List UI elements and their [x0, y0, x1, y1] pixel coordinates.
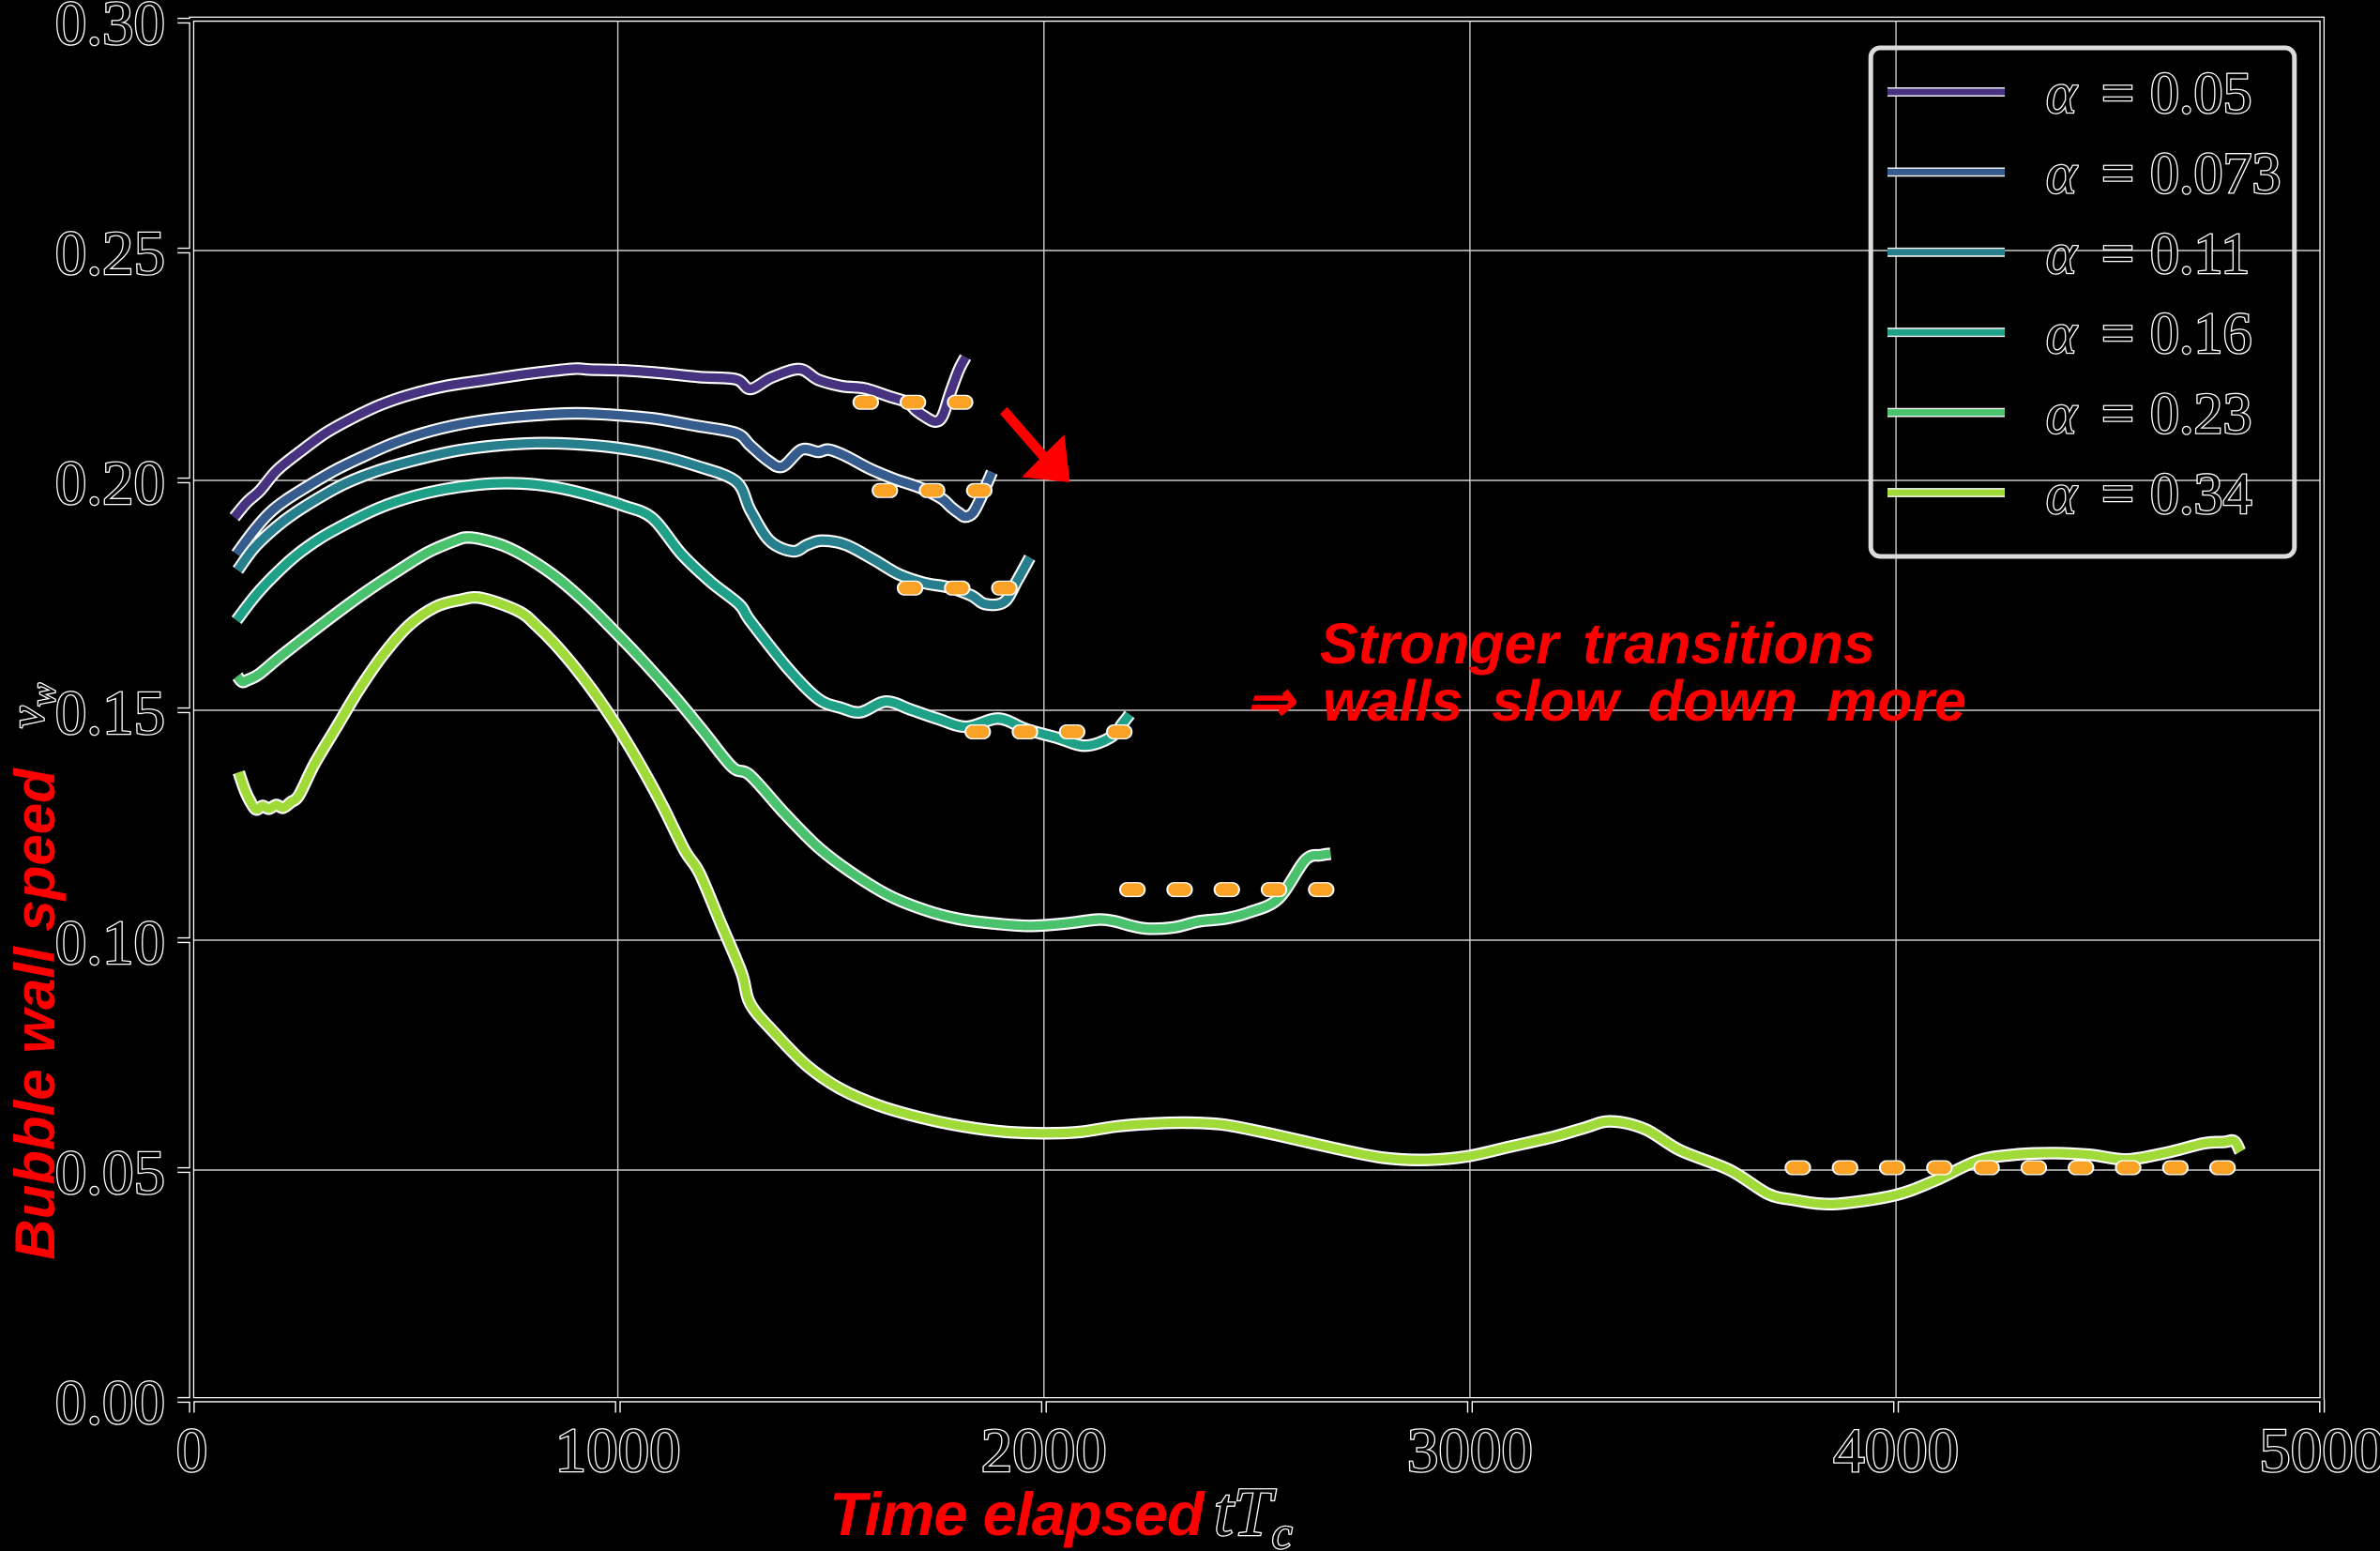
- svg-text:α=0.34: α = 0.34: [2046, 463, 2252, 526]
- svg-text:0.00: 0.00: [55, 1368, 165, 1437]
- svg-text:Time elapsed: Time elapsed: [829, 1480, 1205, 1548]
- svg-text:Bubble wall speed: Bubble wall speed: [4, 768, 67, 1260]
- svg-text:0.25: 0.25: [55, 219, 165, 288]
- svg-text:Stronger transitions: Stronger transitions: [1320, 612, 1875, 676]
- svg-text:5000: 5000: [2259, 1416, 2380, 1485]
- svg-text:α=0.11: α = 0.11: [2046, 222, 2250, 286]
- svg-text:4000: 4000: [1833, 1416, 1959, 1485]
- svg-text:2000: 2000: [981, 1416, 1107, 1485]
- svg-text:⇒ walls slow down more: ⇒ walls slow down more: [1246, 669, 1966, 733]
- svg-text:0.15: 0.15: [55, 678, 165, 748]
- svg-text:0.30: 0.30: [55, 0, 165, 58]
- svg-text:0.20: 0.20: [55, 449, 165, 518]
- svg-text:1000: 1000: [555, 1416, 681, 1485]
- svg-text:0.10: 0.10: [55, 908, 165, 978]
- svg-text:α=0.05: α = 0.05: [2046, 62, 2252, 126]
- svg-text:α=0.073: α = 0.073: [2046, 142, 2281, 205]
- svg-text:0.05: 0.05: [55, 1138, 165, 1208]
- svg-text:3000: 3000: [1407, 1416, 1533, 1485]
- svg-text:0: 0: [176, 1416, 208, 1485]
- svg-text:α=0.16: α = 0.16: [2046, 302, 2252, 366]
- svg-text:α=0.23: α = 0.23: [2046, 383, 2252, 447]
